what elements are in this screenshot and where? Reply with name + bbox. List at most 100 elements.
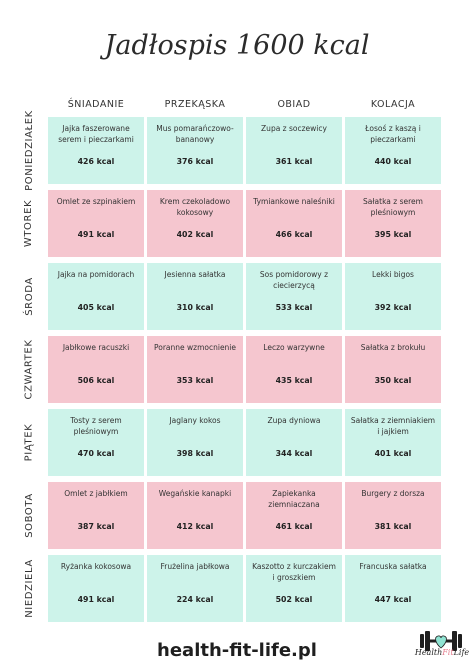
meal-name: Tosty z serem pleśniowym	[70, 416, 122, 436]
meal-cell-lunch: Kaszotto z kurczakiem i groszkiem 502 kca…	[246, 555, 342, 622]
meal-kcal: 440 kcal	[374, 157, 412, 166]
meal-cell-breakfast: Jajka na pomidorach 405 kcal	[48, 263, 144, 330]
day-label: PIĄTEK	[20, 409, 38, 476]
day-label-text: NIEDZIELA	[23, 559, 35, 618]
meal-cell-dinner: Lekki bigos 392 kcal	[345, 263, 441, 330]
meal-name: Tymiankowe naleśniki	[253, 197, 335, 206]
meal-cell-lunch: Sos pomidorowy z ciecierzycą 533 kcal	[246, 263, 342, 330]
meal-name: Wegańskie kanapki	[158, 489, 232, 498]
meal-name: Zupa dyniowa	[267, 416, 321, 425]
meal-cell-breakfast: Ryżanka kokosowa 491 kcal	[48, 555, 144, 622]
day-label: CZWARTEK	[20, 336, 38, 403]
meal-kcal: 310 kcal	[176, 303, 214, 312]
meal-kcal: 412 kcal	[176, 522, 214, 531]
meal-kcal: 435 kcal	[275, 376, 313, 385]
meal-name: Jabłkowe racuszki	[62, 343, 130, 352]
meal-name: Jesienna sałatka	[164, 270, 226, 279]
logo-health: Health	[414, 648, 443, 657]
meal-kcal: 470 kcal	[77, 449, 115, 458]
day-label: NIEDZIELA	[20, 555, 38, 622]
column-header-dinner: KOLACJA	[370, 99, 416, 110]
meal-cell-snack: Wegańskie kanapki 412 kcal	[147, 482, 243, 549]
footer-website: health-fit-life.pl	[157, 640, 317, 661]
meal-kcal: 401 kcal	[374, 449, 412, 458]
meal-cell-breakfast: Jabłkowe racuszki 506 kcal	[48, 336, 144, 403]
meal-name: Kaszotto z kurczakiem i groszkiem	[252, 562, 336, 582]
meal-kcal: 533 kcal	[275, 303, 313, 312]
day-label-text: ŚRODA	[23, 277, 35, 316]
meal-kcal: 402 kcal	[176, 230, 214, 239]
meal-cell-dinner: Francuska sałatka 447 kcal	[345, 555, 441, 622]
meal-kcal: 502 kcal	[275, 595, 313, 604]
meal-name: Sałatka z ziemniakiem i jajkiem	[350, 416, 436, 436]
meal-kcal: 447 kcal	[374, 595, 412, 604]
day-label-text: CZWARTEK	[23, 339, 35, 400]
meal-cell-dinner: Sałatka z ziemniakiem i jajkiem 401 kcal	[345, 409, 441, 476]
meal-cell-snack: Jesienna sałatka 310 kcal	[147, 263, 243, 330]
meal-kcal: 395 kcal	[374, 230, 412, 239]
meal-kcal: 350 kcal	[374, 376, 412, 385]
meal-kcal: 491 kcal	[77, 595, 115, 604]
meal-name: Jajka na pomidorach	[57, 270, 135, 279]
logo-text: HealthFitLife	[412, 648, 472, 657]
logo-life: Life	[453, 648, 470, 657]
meal-name: Omlet z jabłkiem	[64, 489, 128, 498]
meal-name: Francuska sałatka	[359, 562, 427, 571]
meal-kcal: 361 kcal	[275, 157, 313, 166]
meal-cell-lunch: Zupa z soczewicy 361 kcal	[246, 117, 342, 184]
day-label-text: SOBOTA	[23, 493, 35, 538]
meal-name: Jaglany kokos	[169, 416, 221, 425]
meal-cell-snack: Poranne wzmocnienie 353 kcal	[147, 336, 243, 403]
meal-cell-lunch: Leczo warzywne 435 kcal	[246, 336, 342, 403]
meal-cell-snack: Frużelina jabłkowa 224 kcal	[147, 555, 243, 622]
meal-name: Sałatka z brokułu	[360, 343, 426, 352]
meal-name: Sałatka z serem pleśniowym	[363, 197, 423, 217]
meal-kcal: 461 kcal	[275, 522, 313, 531]
column-header-lunch: OBIAD	[277, 99, 311, 110]
meal-kcal: 224 kcal	[176, 595, 214, 604]
day-label: SOBOTA	[20, 482, 38, 549]
meal-name: Poranne wzmocnienie	[153, 343, 237, 352]
meal-kcal: 381 kcal	[374, 522, 412, 531]
meal-name: Lekki bigos	[372, 270, 414, 279]
meal-kcal: 353 kcal	[176, 376, 214, 385]
meal-name: Jajka faszerowane serem i pieczarkami	[58, 124, 134, 144]
day-label-text: WTOREK	[23, 199, 35, 248]
meal-kcal: 506 kcal	[77, 376, 115, 385]
meal-name: Krem czekoladowo kokosowy	[159, 197, 231, 217]
meal-name: Burgery z dorsza	[361, 489, 425, 498]
meal-cell-dinner: Sałatka z brokułu 350 kcal	[345, 336, 441, 403]
day-label: ŚRODA	[20, 263, 38, 330]
meal-kcal: 491 kcal	[77, 230, 115, 239]
meal-name: Zupa z soczewicy	[261, 124, 327, 133]
meal-kcal: 392 kcal	[374, 303, 412, 312]
meal-name: Zapiekanka ziemniaczana	[268, 489, 320, 509]
meal-name: Mus pomarańczowo-bananowy	[156, 124, 234, 144]
meal-name: Sos pomidorowy z ciecierzycą	[259, 270, 329, 290]
dumbbell-heart-icon	[420, 631, 462, 651]
column-header-breakfast: ŚNIADANIE	[67, 99, 125, 110]
meal-name: Łosoś z kaszą i pieczarkami	[365, 124, 421, 144]
meal-cell-breakfast: Tosty z serem pleśniowym 470 kcal	[48, 409, 144, 476]
meal-cell-breakfast: Omlet z jabłkiem 387 kcal	[48, 482, 144, 549]
meal-name: Omlet ze szpinakiem	[56, 197, 136, 206]
meal-cell-dinner: Burgery z dorsza 381 kcal	[345, 482, 441, 549]
meal-cell-snack: Mus pomarańczowo-bananowy 376 kcal	[147, 117, 243, 184]
meal-name: Leczo warzywne	[263, 343, 325, 352]
day-label: PONIEDZIAŁEK	[20, 110, 38, 191]
meal-cell-dinner: Sałatka z serem pleśniowym 395 kcal	[345, 190, 441, 257]
meal-cell-breakfast: Jajka faszerowane serem i pieczarkami 426…	[48, 117, 144, 184]
meal-cell-lunch: Tymiankowe naleśniki 466 kcal	[246, 190, 342, 257]
meal-cell-snack: Krem czekoladowo kokosowy 402 kcal	[147, 190, 243, 257]
logo-fit: Fit	[442, 648, 454, 657]
meal-cell-dinner: Łosoś z kaszą i pieczarkami 440 kcal	[345, 117, 441, 184]
meal-kcal: 387 kcal	[77, 522, 115, 531]
meal-kcal: 405 kcal	[77, 303, 115, 312]
day-label-text: PIĄTEK	[23, 423, 35, 462]
day-label-text: PONIEDZIAŁEK	[23, 110, 35, 191]
meal-kcal: 398 kcal	[176, 449, 214, 458]
meal-name: Frużelina jabłkowa	[160, 562, 230, 571]
page-title: Jadłospis 1600 kcal	[104, 30, 370, 61]
meal-kcal: 426 kcal	[77, 157, 115, 166]
meal-cell-breakfast: Omlet ze szpinakiem 491 kcal	[48, 190, 144, 257]
